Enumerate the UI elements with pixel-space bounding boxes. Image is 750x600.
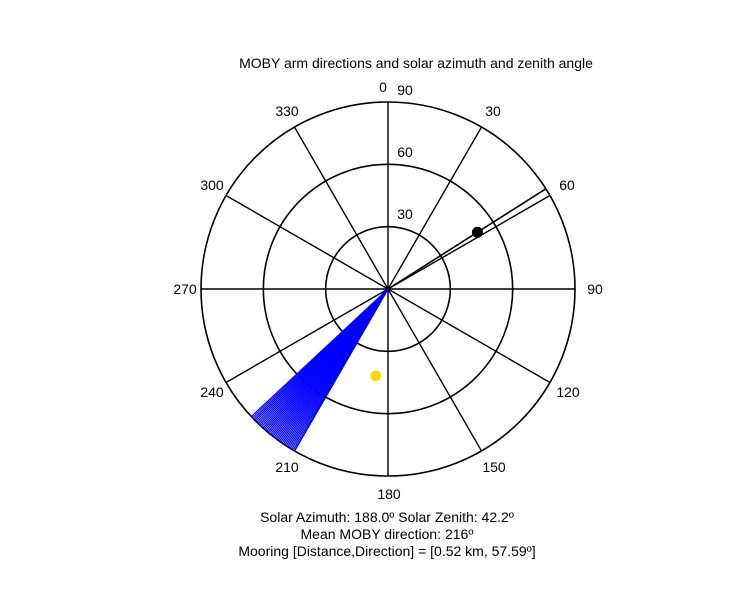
moby-arm-line <box>250 288 389 417</box>
angular-tick-label-210: 210 <box>275 459 299 475</box>
data-layer <box>250 188 547 452</box>
angular-tick-label-150: 150 <box>482 459 506 475</box>
radial-tick-label-30: 30 <box>397 206 413 222</box>
angular-tick-label-90: 90 <box>587 281 603 297</box>
sun-marker <box>370 370 382 382</box>
angular-tick-label-0: 0 <box>379 79 387 95</box>
angular-tick-label-120: 120 <box>556 384 580 400</box>
radial-tick-label-60: 60 <box>397 144 413 160</box>
angular-tick-label-330: 330 <box>275 103 299 119</box>
chart-title: MOBY arm directions and solar azimuth an… <box>239 55 593 71</box>
tick-labels: 0 30 60 90 120 150 180 210 240 270 300 330 30 60 90 <box>173 79 603 502</box>
angular-tick-label-270: 270 <box>173 281 197 297</box>
angular-tick-label-300: 300 <box>200 177 224 193</box>
angular-tick-label-60: 60 <box>559 177 575 193</box>
angular-tick-label-240: 240 <box>200 384 224 400</box>
mooring-marker <box>471 226 483 238</box>
angular-tick-label-30: 30 <box>485 103 501 119</box>
angular-tick-label-180: 180 <box>377 486 401 502</box>
mooring-caption: Mooring [Distance,Direction] = [0.52 km,… <box>238 543 536 559</box>
solar-caption: Solar Azimuth: 188.0º Solar Zenith: 42.2… <box>260 509 514 525</box>
mooring-direction-line <box>387 188 547 290</box>
radial-tick-label-90: 90 <box>397 82 413 98</box>
moby-direction-caption: Mean MOBY direction: 216º <box>300 526 474 542</box>
